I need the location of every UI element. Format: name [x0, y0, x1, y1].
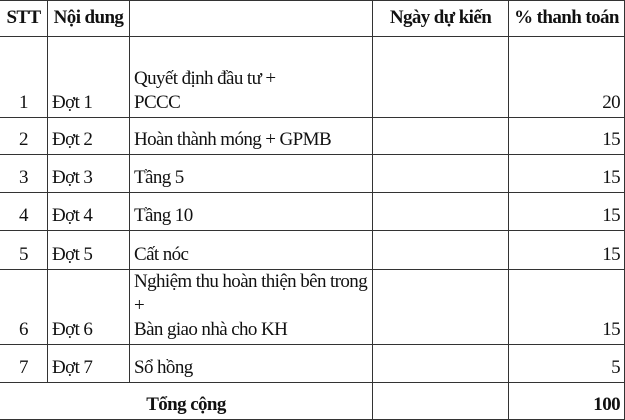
cell-dot[interactable]: Đợt 5: [48, 231, 130, 270]
cell-stt[interactable]: 4: [0, 193, 48, 231]
cell-stt[interactable]: 5: [0, 231, 48, 270]
content-line: Tầng 10: [134, 205, 193, 226]
header-ngay-du_kien: Ngày dự kiến: [373, 0, 509, 37]
cell-stt[interactable]: 3: [0, 155, 48, 193]
cell-percent[interactable]: 15: [509, 270, 625, 345]
cell-dot[interactable]: Đợt 7: [48, 345, 130, 383]
cell-content[interactable]: Sổ hồng: [130, 345, 373, 383]
content-line: Nghiệm thu hoàn thiện bên trong +: [134, 271, 368, 316]
cell-dot[interactable]: Đợt 1: [48, 37, 130, 118]
header-noi-dung: Nội dung: [48, 0, 130, 37]
cell-content[interactable]: Tầng 10: [130, 193, 373, 231]
cell-dot[interactable]: Đợt 6: [48, 270, 130, 345]
total-percent: 100: [509, 383, 625, 420]
content-line: Bàn giao nhà cho KH: [134, 319, 288, 340]
content-line: Cất nóc: [134, 244, 189, 265]
cell-date[interactable]: [373, 37, 509, 118]
content-line: Quyết định đầu tư +: [134, 68, 276, 89]
total-label: Tổng cộng: [0, 383, 373, 420]
cell-date[interactable]: [373, 155, 509, 193]
content-line: PCCC: [134, 92, 181, 113]
cell-percent[interactable]: 15: [509, 118, 625, 155]
cell-content[interactable]: Quyết định đầu tư + PCCC: [130, 37, 373, 118]
cell-date[interactable]: [373, 193, 509, 231]
cell-percent[interactable]: 15: [509, 231, 625, 270]
content-line: Tầng 5: [134, 167, 184, 188]
header-mo-ta: [130, 0, 373, 37]
cell-stt[interactable]: 2: [0, 118, 48, 155]
cell-date[interactable]: [373, 231, 509, 270]
cell-content[interactable]: Hoàn thành móng + GPMB: [130, 118, 373, 155]
cell-content[interactable]: Tầng 5: [130, 155, 373, 193]
content-line: Sổ hồng: [134, 357, 193, 378]
cell-date[interactable]: [373, 270, 509, 345]
cell-percent[interactable]: 5: [509, 345, 625, 383]
cell-stt[interactable]: 7: [0, 345, 48, 383]
cell-date[interactable]: [373, 345, 509, 383]
total-date[interactable]: [373, 383, 509, 420]
cell-dot[interactable]: Đợt 4: [48, 193, 130, 231]
header-stt: STT: [0, 0, 48, 37]
cell-content[interactable]: Nghiệm thu hoàn thiện bên trong + Bàn gia…: [130, 270, 373, 345]
cell-date[interactable]: [373, 118, 509, 155]
header-thanh-toan: % thanh toán: [509, 0, 625, 37]
cell-content[interactable]: Cất nóc: [130, 231, 373, 270]
cell-dot[interactable]: Đợt 3: [48, 155, 130, 193]
cell-percent[interactable]: 15: [509, 155, 625, 193]
cell-dot[interactable]: Đợt 2: [48, 118, 130, 155]
cell-percent[interactable]: 20: [509, 37, 625, 118]
cell-stt[interactable]: 6: [0, 270, 48, 345]
cell-stt[interactable]: 1: [0, 37, 48, 118]
content-line: Hoàn thành móng + GPMB: [134, 129, 332, 150]
cell-percent[interactable]: 15: [509, 193, 625, 231]
